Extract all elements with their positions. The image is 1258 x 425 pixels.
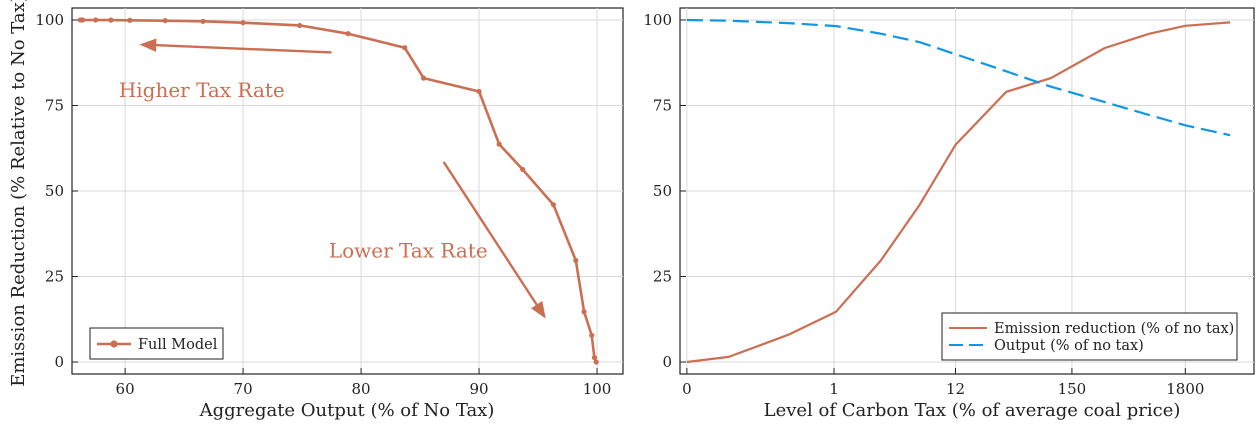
left-legend-marker-swatch [110, 340, 118, 348]
right-y-tick-label: 75 [653, 96, 672, 114]
annotation-text: Lower Tax Rate [329, 239, 488, 263]
left-data-point [402, 45, 408, 51]
right-legend-emission-label: Emission reduction (% of no tax) [994, 321, 1234, 337]
left-y-tick-label: 25 [45, 268, 64, 286]
right-x-tick-label: 12 [946, 380, 965, 398]
left-data-point [345, 31, 351, 37]
left-data-point [240, 20, 246, 26]
left-data-point [593, 359, 599, 365]
left-data-point [591, 354, 598, 361]
left-data-point [550, 202, 556, 208]
left-data-point [162, 18, 168, 24]
left-data-point [200, 18, 206, 24]
left-data-point [421, 75, 427, 81]
left-data-point [77, 17, 83, 23]
left-x-axis-label: Aggregate Output (% of No Tax) [199, 400, 495, 421]
right-legend-box [941, 312, 1238, 361]
left-y-tick-label: 100 [35, 11, 64, 29]
right-x-tick-label: 1800 [1166, 380, 1204, 398]
left-data-point [496, 141, 502, 147]
right-y-tick-label: 50 [653, 182, 672, 200]
right-x-tick-label: 150 [1058, 380, 1087, 398]
left-data-point [92, 17, 99, 23]
left-x-tick-label: 60 [116, 380, 135, 398]
right-y-tick-label: 25 [653, 268, 672, 286]
left-x-tick-label: 90 [470, 380, 489, 398]
right-x-tick-label: 1 [829, 380, 839, 398]
left-legend: Full Model [89, 327, 224, 360]
right-x-tick-label: 0 [682, 380, 692, 398]
right-y-tick-label: 100 [643, 11, 672, 29]
left-data-point [589, 332, 595, 338]
right-legend: Emission reduction (% of no tax) Output … [941, 312, 1238, 361]
left-data-point [127, 17, 133, 23]
left-data-point [297, 22, 303, 29]
right-output-line [686, 18, 1231, 137]
left-legend-label: Full Model [138, 337, 218, 353]
left-y-axis-label: Emission Reduction (% Relative to No Tax… [8, 0, 29, 387]
left-annotations: Higher Tax Rate Lower Tax Rate [119, 38, 546, 319]
right-legend-output-label: Output (% of no tax) [994, 338, 1144, 354]
left-data-point [573, 257, 579, 264]
left-ticks: 60 70 80 90 100 0 25 50 75 100 [35, 11, 611, 398]
right-x-axis-label: Level of Carbon Tax (% of average coal p… [764, 400, 1181, 421]
left-data-point [476, 88, 482, 95]
left-data-point [520, 166, 526, 173]
annotation-arrow [139, 38, 332, 54]
left-y-tick-label: 50 [45, 182, 64, 200]
annotation-text: Higher Tax Rate [119, 78, 285, 102]
left-data-point [581, 309, 587, 315]
right-emission-line [686, 21, 1231, 364]
left-y-tick-label: 75 [45, 96, 64, 114]
right-ticks: 0 1 12 150 1800 0 25 50 75 100 [643, 11, 1204, 398]
left-data-point [108, 17, 114, 23]
left-y-tick-label: 0 [54, 353, 64, 371]
right-y-tick-label: 0 [662, 353, 672, 371]
left-grid [72, 8, 623, 374]
left-x-tick-label: 100 [583, 380, 612, 398]
annotation-arrow [442, 161, 546, 319]
left-chart: 60 70 80 90 100 0 25 50 75 100 Higher Tax Rate Low… [8, 0, 624, 421]
left-series [77, 17, 599, 365]
right-chart: 0 1 12 150 1800 0 25 50 75 100 Level of Carbon Ta… [643, 7, 1255, 421]
left-x-tick-label: 70 [234, 380, 253, 398]
right-series [686, 18, 1231, 364]
left-x-tick-label: 80 [352, 380, 371, 398]
